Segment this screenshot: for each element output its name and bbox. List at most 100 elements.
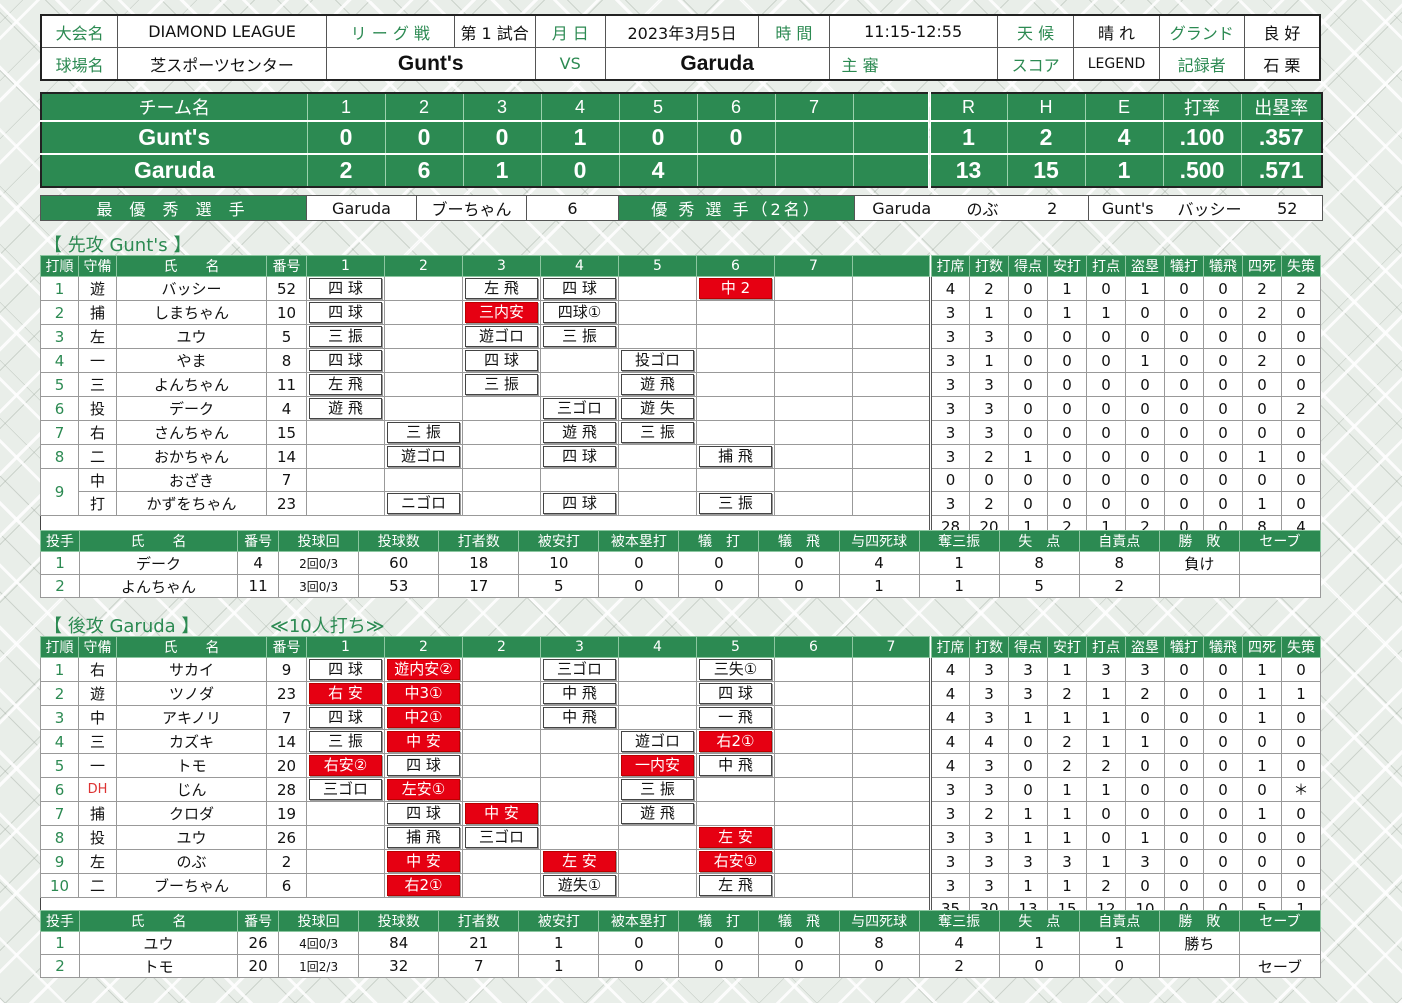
stat-header: 犠飛 <box>1203 255 1243 277</box>
uniform-number: 23 <box>266 681 307 706</box>
line-inning-score <box>774 121 854 155</box>
line-inning-score: 0 <box>618 121 698 155</box>
batting-stat: 0 <box>1164 777 1204 802</box>
inning-result <box>852 849 931 874</box>
pitching-header: セーブ <box>1238 910 1322 932</box>
inning-result: 四 球 <box>384 801 463 826</box>
inning-header: 2 <box>384 255 463 277</box>
line-total-obp: .571 <box>1240 154 1323 187</box>
player-name: ブーちゃん <box>116 873 267 898</box>
batting-stat: 3 <box>929 801 970 826</box>
line-inning-score: 1 <box>540 121 620 155</box>
ex1-number: 2 <box>1016 195 1089 221</box>
pitching-stat: 1 <box>838 574 920 598</box>
stat-header: 失策 <box>1281 636 1321 658</box>
position: DH <box>78 777 117 802</box>
batting-stat: 0 <box>1164 681 1204 706</box>
batting-stat: 3 <box>969 657 1009 682</box>
at-bat-result: 中3① <box>387 683 460 704</box>
batting-stat: 3 <box>969 396 1009 421</box>
batting-stat: 4 <box>929 657 970 682</box>
inning-result <box>852 468 931 492</box>
at-bat-result: 捕 飛 <box>387 827 460 848</box>
line-total-H: 15 <box>1006 154 1086 187</box>
batting-stat: 4 <box>929 705 970 730</box>
batting-stat: 0 <box>1242 825 1282 850</box>
inning-result: 捕 飛 <box>696 444 775 469</box>
pitching-stat: 5 <box>518 574 600 598</box>
inning-result <box>618 657 697 682</box>
tournament-label: 大会名 <box>40 14 119 48</box>
batting-stat: 0 <box>1047 396 1087 421</box>
batting-stat: 1 <box>1086 777 1126 802</box>
player-name: やま <box>116 348 267 373</box>
uniform-number: 26 <box>266 825 307 850</box>
pitching-header: 勝 敗 <box>1158 530 1240 552</box>
batting-stat: 3 <box>929 873 970 898</box>
batting-stat: 0 <box>1008 753 1048 778</box>
inning-result <box>540 825 619 850</box>
inning-result: 左 飛 <box>696 873 775 898</box>
at-bat-result: 中2① <box>387 707 460 728</box>
batting-stat: 0 <box>1086 396 1126 421</box>
inning-header: 1 <box>306 636 385 658</box>
line-header-cell: 打率 <box>1162 93 1242 122</box>
table-row: 4 一やま 8 四 球四 球投ゴロ 3 1 0 0 0 1 0 0 2 0 <box>40 348 1321 373</box>
batting-stat: 0 <box>1281 801 1321 826</box>
inning-result <box>618 705 697 730</box>
batting-stat: 0 <box>1008 372 1048 397</box>
pitching-stat: セーブ <box>1238 954 1322 978</box>
batting-stat: 0 <box>1203 348 1243 373</box>
pitching-stat <box>1238 574 1322 598</box>
inning-result <box>852 348 931 373</box>
pitching-header: 番号 <box>237 910 280 932</box>
pitching-stat: 2 <box>1078 574 1160 598</box>
pitching-stat: 1 <box>518 954 600 978</box>
uniform-number: 5 <box>266 324 307 349</box>
uniform-number: 28 <box>266 777 307 802</box>
batting-stat: 0 <box>1125 801 1165 826</box>
batting-stat: 0 <box>1125 372 1165 397</box>
inning-result <box>306 825 385 850</box>
batting-stat: ＊ <box>1281 777 1321 802</box>
batting-stat: 2 <box>1281 396 1321 421</box>
batting-stat: 0 <box>1203 777 1243 802</box>
batting-stat: 0 <box>1281 324 1321 349</box>
inning-result: 遊 飛 <box>618 372 697 397</box>
batting-stat: 0 <box>1281 753 1321 778</box>
inning-result <box>462 491 541 516</box>
stat-header: 安打 <box>1047 636 1087 658</box>
batting-stat: 1 <box>1125 729 1165 754</box>
batting-order: 6 <box>40 777 79 802</box>
pitching-stat: 0 <box>678 551 760 575</box>
pitching-stat: デーク <box>78 551 239 575</box>
batting-stat: 0 <box>1203 801 1243 826</box>
player-name: のぶ <box>116 849 267 874</box>
batting-stat: 0 <box>1008 468 1048 492</box>
line-team-name: Gunt's <box>40 121 308 155</box>
pitching-stat: 0 <box>1078 954 1160 978</box>
position: 中 <box>78 705 117 730</box>
line-header-cell: R <box>927 93 1008 122</box>
at-bat-result: 左安① <box>387 779 460 800</box>
pitching-stat: 4 <box>918 931 1000 955</box>
inning-result: ニゴロ <box>384 491 463 516</box>
inning-result: 遊 飛 <box>306 396 385 421</box>
inning-result: 遊 飛 <box>540 420 619 445</box>
position: 投 <box>78 825 117 850</box>
batting-stat: 0 <box>1125 396 1165 421</box>
inning-result: 捕 飛 <box>384 825 463 850</box>
mvp-team: Garuda <box>306 195 417 221</box>
at-bat-result: 遊ゴロ <box>465 326 538 347</box>
line-total-E: 1 <box>1084 154 1164 187</box>
batting-stat: 0 <box>1203 468 1243 492</box>
batting-stat: 1 <box>1008 801 1048 826</box>
batting-stat: 4 <box>969 729 1009 754</box>
pitching-stat: 11 <box>237 574 280 598</box>
stat-header: 得点 <box>1008 636 1048 658</box>
inning-result <box>618 444 697 469</box>
ground-value: 良 好 <box>1243 14 1321 48</box>
pitching-header: 勝 敗 <box>1158 910 1240 932</box>
